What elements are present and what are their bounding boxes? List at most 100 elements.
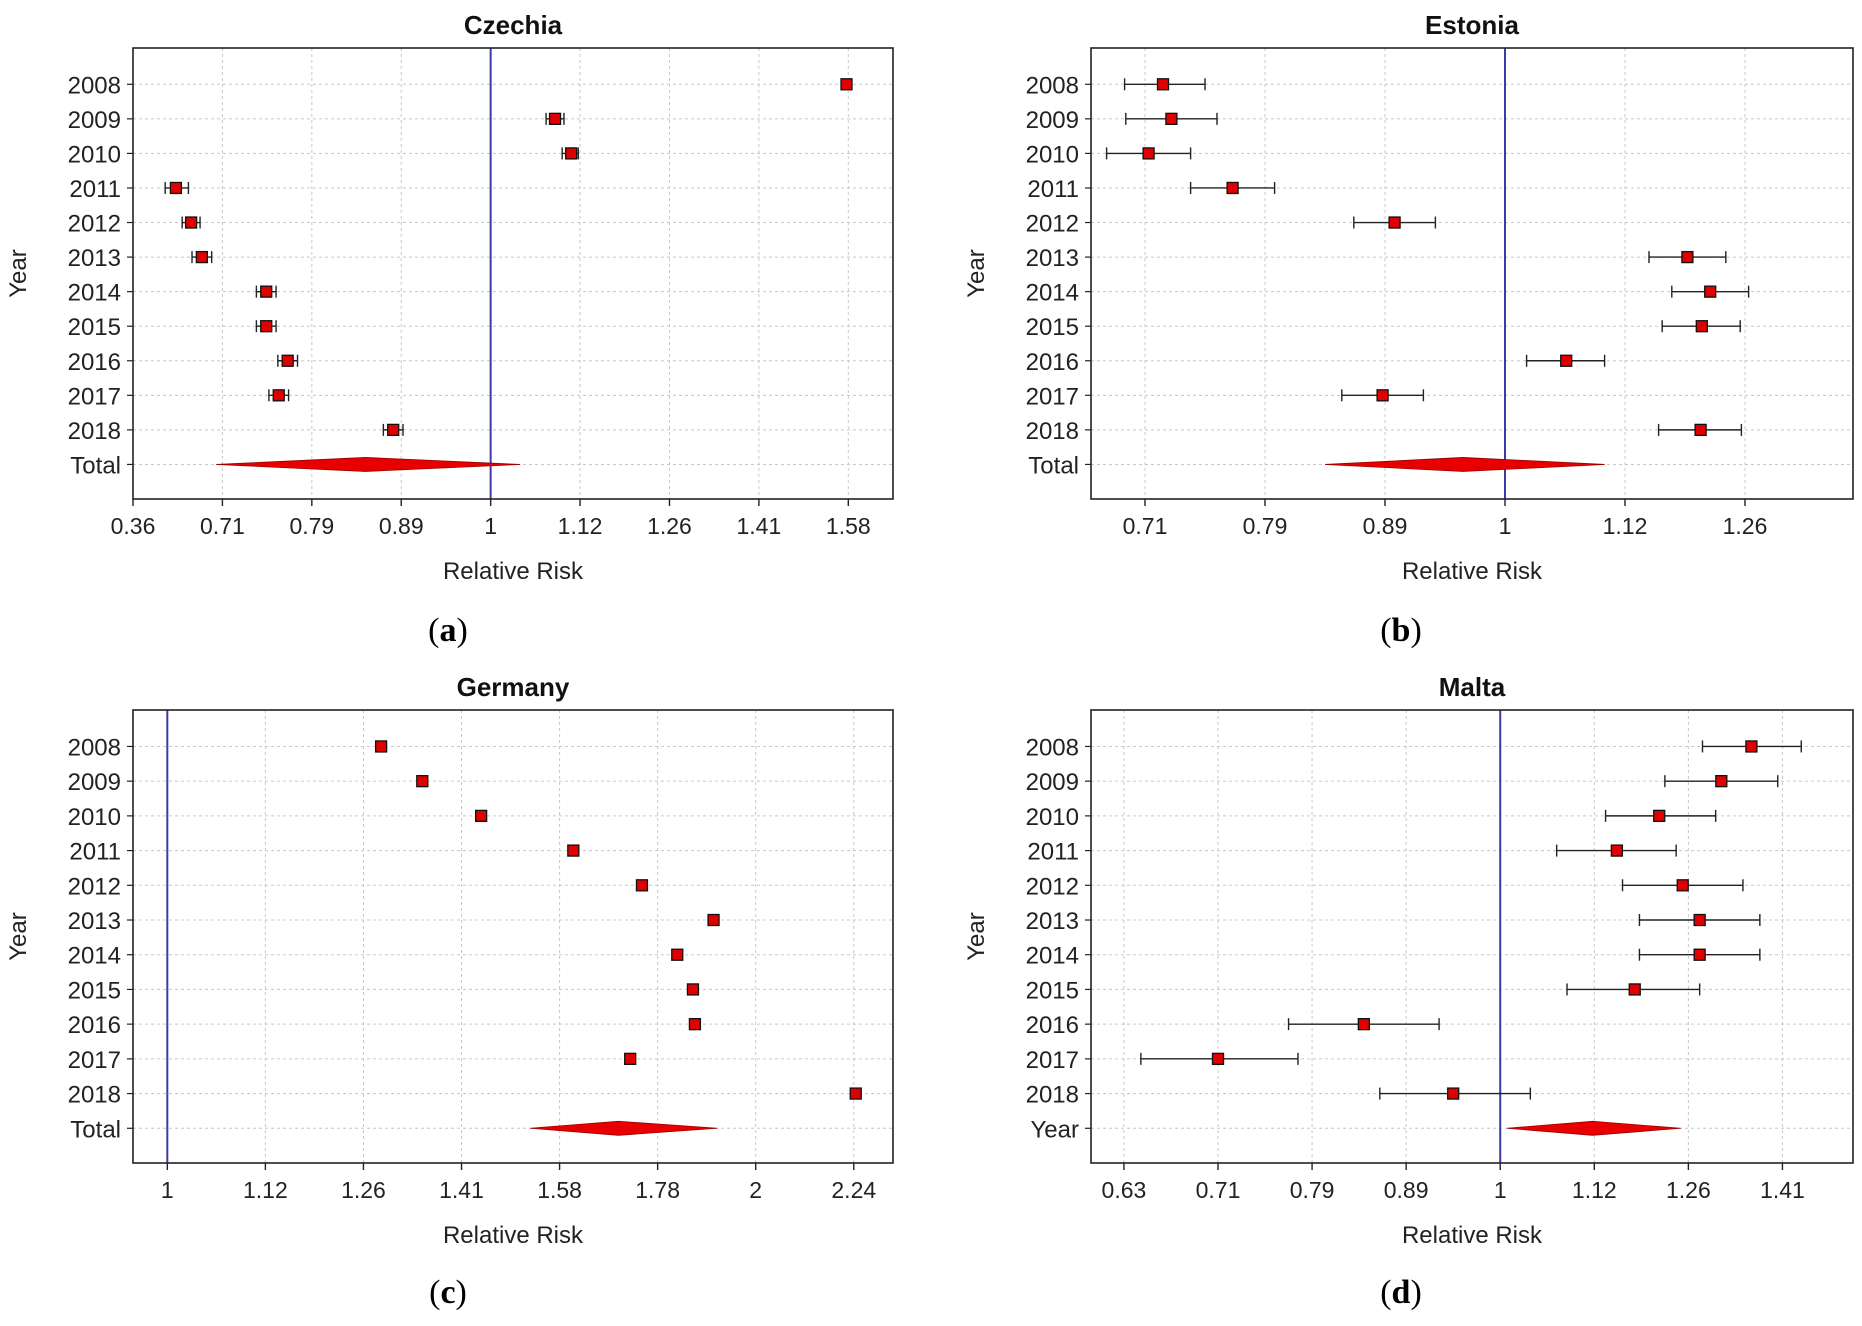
estimate-marker xyxy=(1447,1087,1460,1100)
total-label: Total xyxy=(1028,452,1079,479)
plot-area xyxy=(133,710,893,1163)
row-label: 2009 xyxy=(1026,769,1079,796)
row-label: 2018 xyxy=(1026,1082,1079,1109)
row-label: 2011 xyxy=(1027,176,1079,203)
row-label: 2012 xyxy=(68,873,121,900)
estimate-marker xyxy=(1156,78,1170,91)
x-tick-label: 1 xyxy=(484,513,497,539)
row-label: 2017 xyxy=(1026,383,1079,410)
row-label: 2009 xyxy=(1026,107,1079,134)
x-tick-label: 1.41 xyxy=(736,513,781,539)
row-label: 2010 xyxy=(1026,141,1079,168)
summary-diamond xyxy=(216,457,521,472)
estimate-marker xyxy=(169,181,183,195)
estimate-marker xyxy=(1211,1052,1225,1066)
panel-title: Estonia xyxy=(1425,10,1519,40)
plot-frame xyxy=(132,47,894,500)
panel-caption: (c) xyxy=(429,1274,467,1311)
row-label: 2015 xyxy=(68,314,121,341)
estimate-marker xyxy=(686,983,700,996)
panel-a: Czechia 0.36 0.71 0.79 0.89 1 1.12 1.26 1.41 1.58… xyxy=(5,10,894,649)
estimate-marker xyxy=(1695,320,1708,333)
x-axis-label: Relative Risk xyxy=(443,558,584,585)
estimate-marker xyxy=(624,1052,637,1066)
row-label: 2016 xyxy=(1026,349,1079,376)
estimate-marker xyxy=(548,112,562,125)
total-label: Year xyxy=(1031,1116,1080,1143)
estimate-marker xyxy=(671,948,684,961)
estimate-marker xyxy=(1610,844,1624,857)
x-tick-label: 1.26 xyxy=(1723,513,1768,539)
row-label: 2013 xyxy=(1026,245,1079,272)
plot-area xyxy=(1091,710,1853,1163)
x-tick-label: 1.58 xyxy=(826,513,871,539)
x-tick-label: 1.26 xyxy=(341,1177,386,1203)
x-tick-label: 0.71 xyxy=(200,513,245,539)
x-tick-label: 1.26 xyxy=(647,513,692,539)
summary-diamond xyxy=(530,1120,718,1136)
y-axis-label: Year xyxy=(963,249,990,298)
x-tick-label: 0.79 xyxy=(289,513,334,539)
plot-area xyxy=(1091,48,1853,499)
estimate-marker xyxy=(1694,423,1707,437)
estimate-marker xyxy=(840,78,853,91)
estimate-marker xyxy=(416,775,429,788)
estimate-marker xyxy=(1653,809,1666,823)
row-label: 2009 xyxy=(68,769,121,796)
row-label: 2015 xyxy=(68,977,121,1004)
estimate-marker xyxy=(1676,879,1689,892)
estimate-marker xyxy=(1226,181,1239,195)
row-label: 2011 xyxy=(69,176,121,203)
estimate-marker xyxy=(184,216,198,229)
estimate-marker xyxy=(195,250,208,264)
x-tick-label: 2 xyxy=(749,1177,762,1203)
x-tick-label: 1 xyxy=(1499,513,1512,539)
estimate-marker xyxy=(849,1087,862,1100)
estimate-marker xyxy=(1388,216,1401,229)
x-tick-label: 1 xyxy=(161,1177,174,1203)
plot-frame xyxy=(1090,47,1854,500)
row-label: 2015 xyxy=(1026,314,1079,341)
row-label: 2012 xyxy=(1026,873,1079,900)
panel-c: Germany 1 1.12 1.26 1.41 1.58 1.78 2 2.24 Relativ… xyxy=(5,672,894,1311)
estimate-marker xyxy=(1560,354,1573,367)
estimate-marker xyxy=(1142,147,1155,160)
x-tick-label: 0.79 xyxy=(1243,513,1288,539)
estimate-marker xyxy=(1693,913,1706,927)
x-tick-label: 2.24 xyxy=(831,1177,876,1203)
plot-frame xyxy=(1090,709,1854,1164)
x-tick-label: 1.41 xyxy=(439,1177,484,1203)
panel-caption: (d) xyxy=(1380,1274,1422,1311)
row-label: 2018 xyxy=(68,1082,121,1109)
row-label: 2010 xyxy=(68,804,121,831)
estimate-marker xyxy=(688,1017,702,1031)
row-label: 2017 xyxy=(68,1047,121,1074)
estimate-marker xyxy=(260,285,273,298)
x-tick-label: 1.58 xyxy=(537,1177,582,1203)
x-tick-label: 1.12 xyxy=(243,1177,288,1203)
row-label: 2014 xyxy=(68,943,121,970)
x-tick-label: 0.79 xyxy=(1290,1177,1335,1203)
row-label: 2017 xyxy=(68,383,121,410)
row-label: 2008 xyxy=(68,72,121,99)
x-tick-label: 1.41 xyxy=(1760,1177,1805,1203)
estimate-marker xyxy=(281,354,294,367)
estimate-marker xyxy=(374,740,388,753)
x-tick-label: 1.12 xyxy=(1572,1177,1617,1203)
row-label: 2010 xyxy=(68,141,121,168)
estimate-marker xyxy=(1376,389,1389,402)
estimate-marker xyxy=(707,913,720,927)
panel-caption: (b) xyxy=(1380,612,1422,649)
row-label: 2016 xyxy=(68,349,121,376)
panel-title: Germany xyxy=(457,672,570,702)
estimate-marker xyxy=(1715,775,1728,788)
x-tick-label: 1.12 xyxy=(1603,513,1648,539)
plot-area xyxy=(133,48,893,499)
x-axis-label: Relative Risk xyxy=(1402,1222,1543,1249)
panel-d: Malta 0.63 0.71 0.79 0.89 1 1.12 1.26 1.41 Relati… xyxy=(963,672,1854,1311)
x-axis-label: Relative Risk xyxy=(443,1222,584,1249)
row-label: 2012 xyxy=(1026,211,1079,238)
estimate-marker xyxy=(1693,948,1706,961)
x-tick-label: 0.89 xyxy=(1363,513,1408,539)
row-label: 2011 xyxy=(69,839,121,866)
